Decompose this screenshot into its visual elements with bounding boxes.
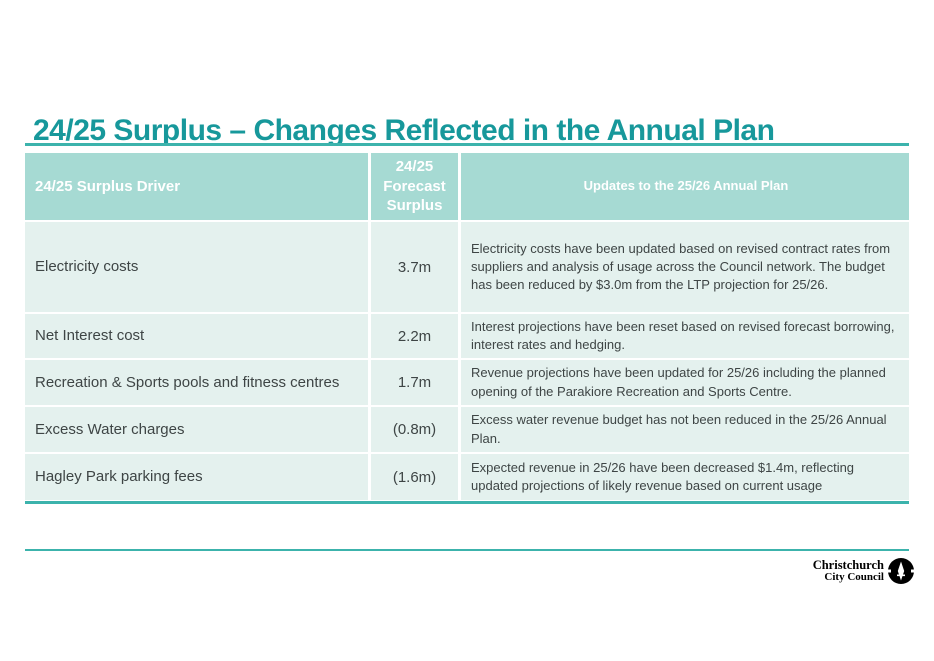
- cell-update: Expected revenue in 25/26 have been decr…: [461, 454, 909, 500]
- logo-wordmark: Christchurch City Council: [812, 557, 884, 584]
- surplus-table: 24/25 Surplus Driver 24/25 Forecast Surp…: [25, 153, 909, 500]
- cell-update: Revenue projections have been updated fo…: [461, 360, 909, 405]
- logo-wordmark-line2: City Council: [824, 570, 884, 583]
- column-header-forecast-surplus: 24/25 Forecast Surplus: [371, 153, 458, 220]
- cell-driver: Excess Water charges: [25, 407, 368, 452]
- cell-update: Interest projections have been reset bas…: [461, 314, 909, 358]
- page-title: 24/25 Surplus – Changes Reflected in the…: [33, 114, 775, 148]
- cell-surplus: 1.7m: [371, 360, 458, 405]
- cell-driver: Electricity costs: [25, 222, 368, 312]
- footer-divider: [25, 549, 909, 551]
- table-bottom-divider: [25, 501, 909, 504]
- cell-surplus: 2.2m: [371, 314, 458, 358]
- column-header-updates: Updates to the 25/26 Annual Plan: [461, 153, 909, 220]
- cell-driver: Hagley Park parking fees: [25, 454, 368, 500]
- council-emblem-icon: [888, 558, 914, 584]
- column-header-driver: 24/25 Surplus Driver: [25, 153, 368, 220]
- cell-driver: Recreation & Sports pools and fitness ce…: [25, 360, 368, 405]
- title-divider: [25, 143, 909, 146]
- logo-wordmark-line1: Christchurch: [812, 557, 884, 572]
- cell-surplus: 3.7m: [371, 222, 458, 312]
- christchurch-city-council-logo: Christchurch City Council: [813, 558, 914, 584]
- cell-surplus: (1.6m): [371, 454, 458, 500]
- cell-surplus: (0.8m): [371, 407, 458, 452]
- cell-update: Excess water revenue budget has not been…: [461, 407, 909, 452]
- cell-driver: Net Interest cost: [25, 314, 368, 358]
- cell-update: Electricity costs have been updated base…: [461, 222, 909, 312]
